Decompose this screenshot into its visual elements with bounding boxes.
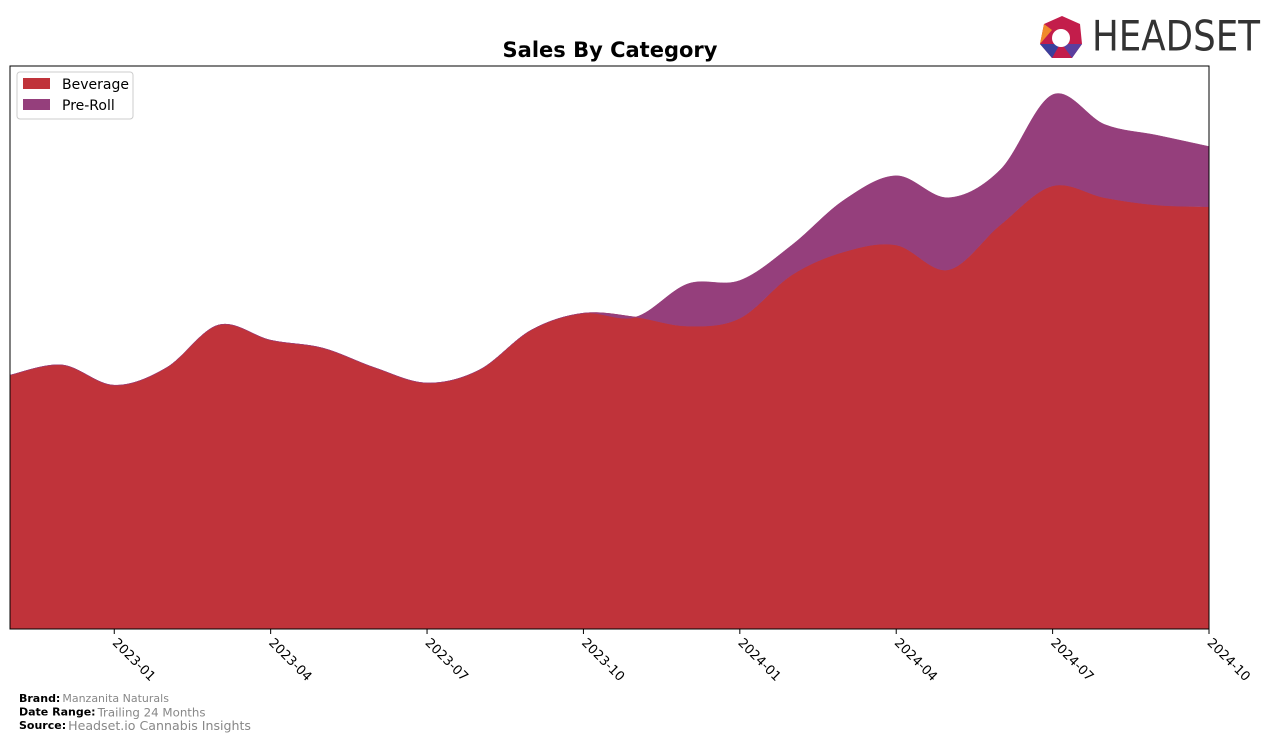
footer-line: Source: Headset.io Cannabis Insights (19, 718, 251, 733)
x-tick-label: 2023-07 (422, 636, 471, 685)
logo-icon (1052, 29, 1070, 47)
x-tick-label: 2024-07 (1047, 636, 1096, 685)
logo-icon (1040, 44, 1060, 58)
footer-value: Headset.io Cannabis Insights (68, 718, 251, 733)
legend-swatch (23, 99, 50, 110)
x-tick-label: 2023-01 (109, 636, 158, 685)
x-tick-label: 2023-04 (265, 636, 314, 685)
chart-title: Sales By Category (503, 38, 718, 62)
legend-label: Pre-Roll (62, 98, 115, 114)
logo-icon (1040, 24, 1052, 44)
footer-label: Date Range: (19, 706, 96, 719)
footer-line: Brand: Manzanita Naturals (19, 692, 169, 705)
logo: HEADSET (1040, 12, 1260, 61)
footer-label: Brand: (19, 692, 60, 705)
plot-frame (9, 65, 1210, 630)
x-tick-label: 2023-10 (578, 636, 627, 685)
footer-value: Manzanita Naturals (62, 692, 169, 705)
legend-swatch (23, 78, 50, 89)
area (9, 184, 1210, 630)
footer-line: Date Range: Trailing 24 Months (19, 705, 206, 719)
x-tick-label: 2024-01 (735, 636, 784, 685)
x-tick-label: 2024-10 (1204, 636, 1253, 685)
logo-icon (1062, 44, 1082, 58)
legend-label: Beverage (62, 77, 129, 93)
logo-text: HEADSET (1092, 12, 1260, 61)
footer-value: Trailing 24 Months (97, 705, 206, 719)
footer-label: Source: (19, 719, 66, 732)
x-tick-label: 2024-04 (891, 636, 940, 685)
